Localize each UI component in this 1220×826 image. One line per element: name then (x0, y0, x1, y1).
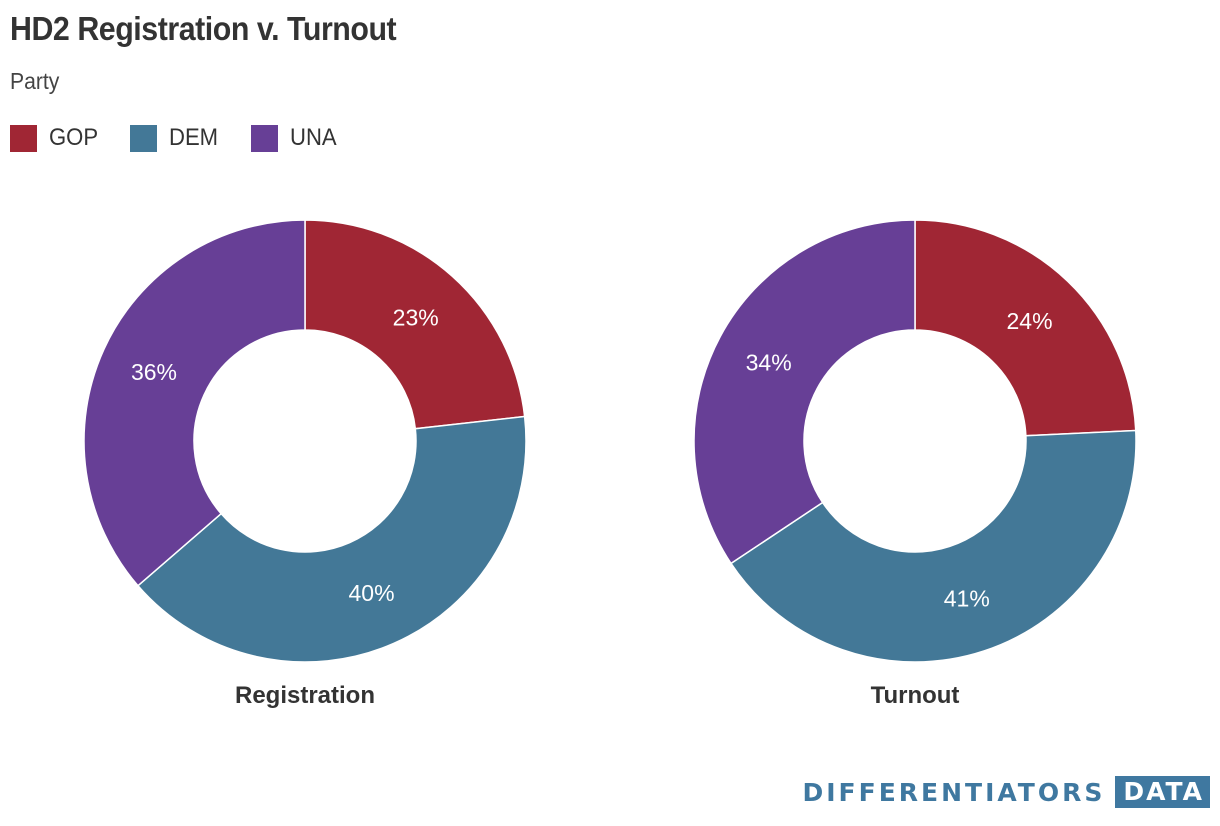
slice-dem[interactable] (729, 429, 1137, 663)
donut-chart-turnout: 24% 41% 34% Turnout (693, 219, 1137, 709)
chart-caption-turnout: Turnout (871, 682, 960, 709)
brand-badge: DATA (1115, 776, 1210, 808)
slice-label-dem: 40% (349, 580, 395, 606)
legend-swatch-una (250, 124, 278, 152)
slice-una[interactable] (693, 219, 916, 565)
legend-item-una[interactable]: UNA (250, 124, 341, 152)
legend: GOP DEM UNA (10, 124, 340, 152)
slice-label-dem: 41% (944, 586, 990, 612)
legend-swatch-dem (130, 124, 158, 152)
chart-caption-registration: Registration (235, 682, 375, 709)
legend-label-dem: DEM (169, 124, 219, 151)
slice-gop[interactable] (914, 219, 1137, 437)
donut-chart-registration: 23% 40% 36% Registration (83, 219, 527, 709)
legend-item-dem[interactable]: DEM (130, 124, 222, 152)
legend-label-una: UNA (289, 124, 337, 151)
chart-title: HD2 Registration v. Turnout (10, 10, 397, 47)
legend-item-gop[interactable]: GOP (10, 124, 102, 152)
legend-label-gop: GOP (49, 124, 99, 151)
slice-dem[interactable] (136, 415, 527, 663)
slice-label-gop: 24% (1007, 308, 1053, 334)
brand-logo: DIFFERENTIATORS DATA (802, 776, 1210, 808)
legend-swatch-gop (10, 124, 37, 152)
slice-label-una: 36% (131, 359, 177, 385)
slice-gop[interactable] (304, 219, 526, 430)
brand-name: DIFFERENTIATORS (802, 777, 1106, 807)
chart-subtitle: Party (10, 68, 60, 94)
slice-una[interactable] (83, 219, 306, 587)
slice-label-una: 34% (746, 350, 792, 376)
slice-label-gop: 23% (393, 304, 439, 330)
